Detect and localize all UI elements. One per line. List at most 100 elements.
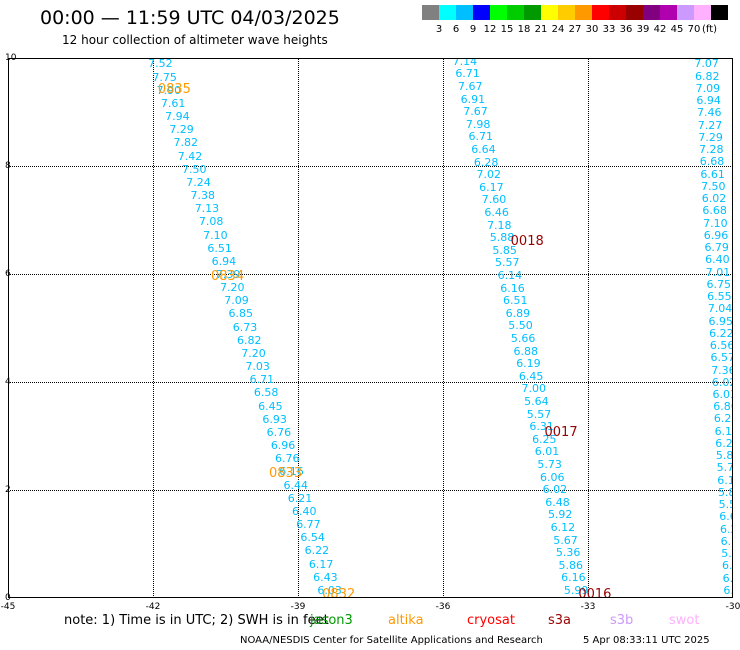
- gridline-vertical: [298, 58, 299, 598]
- wave-height-value: 7.42: [177, 149, 203, 163]
- legend-swatch: [660, 5, 677, 20]
- legend-swatch: [694, 5, 711, 20]
- legend-label: 36: [619, 24, 633, 35]
- wave-height-value: 5.64: [524, 394, 549, 408]
- legend-swatch: [677, 5, 694, 20]
- legend-label: 30: [585, 24, 599, 35]
- wave-height-value: 6.14: [720, 534, 733, 548]
- wave-height-value: 6.44: [283, 478, 309, 492]
- pass-time-label: 0832: [322, 587, 356, 598]
- wave-height-value: 6.45: [258, 399, 283, 413]
- pass-time-label: 0017: [544, 425, 578, 441]
- wave-height-value: 7.67: [463, 105, 488, 119]
- footer-credit: NOAA/NESDIS Center for Satellite Applica…: [240, 635, 543, 646]
- satellite-label-s3a: s3a: [548, 613, 572, 628]
- page-subtitle: 12 hour collection of altimeter wave hei…: [62, 33, 328, 47]
- wave-height-value: 6.10: [717, 473, 733, 487]
- wave-height-value: 6.12: [550, 520, 576, 534]
- legend-swatch: [609, 5, 626, 20]
- wave-height-value: 7.46: [697, 106, 722, 120]
- wave-height-value: 7.29: [698, 130, 723, 144]
- wave-height-value: 6.02: [542, 483, 568, 497]
- wave-height-value: 6.13: [714, 424, 733, 438]
- wave-height-value: 6.96: [703, 228, 729, 242]
- wave-height-value: 6.51: [502, 294, 528, 308]
- wave-height-value: 7.75: [152, 70, 177, 84]
- legend-label: 6: [452, 24, 460, 35]
- gridline-vertical: [153, 58, 154, 598]
- wave-height-value: 7.28: [699, 143, 724, 157]
- y-tick-label: 2: [5, 485, 11, 495]
- legend-label: 18: [517, 24, 531, 35]
- wave-height-value: 6.23: [715, 436, 733, 450]
- wave-height-value: 7.61: [160, 96, 186, 110]
- wave-height-value: 5.99: [563, 583, 589, 597]
- wave-height-value: 7.02: [476, 168, 501, 182]
- wave-height-value: 5.57: [495, 256, 520, 270]
- gridline-horizontal: [8, 166, 733, 167]
- legend-label: 9: [469, 24, 477, 35]
- wave-height-value: 5.86: [558, 558, 584, 572]
- wave-height-value: 7.94: [165, 110, 190, 124]
- legend-label: 39: [636, 24, 650, 35]
- wave-height-value: 6.88: [513, 344, 539, 358]
- wave-height-value: 7.50: [182, 162, 207, 176]
- legend-swatch: [473, 5, 490, 20]
- satellite-label-jason3: jason3: [310, 613, 353, 628]
- wave-height-value: 7.29: [169, 123, 194, 137]
- wave-height-value: 6.33: [721, 559, 733, 573]
- wave-height-value: 6.43: [313, 570, 338, 584]
- satellite-label-s3b: s3b: [610, 613, 634, 628]
- wave-height-value: 5.92: [547, 508, 573, 522]
- wave-height-value: 6.79: [704, 241, 729, 255]
- page-title: 00:00 — 11:59 UTC 04/03/2025: [40, 7, 340, 29]
- wave-height-value: 6.22: [719, 522, 733, 536]
- wave-height-value: 6.91: [460, 92, 486, 106]
- y-tick-label: 8: [5, 161, 11, 171]
- wave-height-value: 6.51: [207, 241, 232, 255]
- wave-height-value: 5.58: [718, 498, 733, 512]
- wave-height-value: 6.03: [317, 583, 342, 597]
- wave-height-value: 5.50: [508, 319, 533, 333]
- wave-height-value: 6.54: [300, 531, 325, 545]
- wave-height-value: 6.73: [232, 320, 258, 334]
- legend-swatch: [592, 5, 609, 20]
- map-plot-area[interactable]: 7.52 7.75 7.90 7.61 7.94 7.29 7.82 7.42 7.50 7.24…: [8, 58, 733, 598]
- wave-height-value: 7.09: [224, 294, 249, 308]
- wave-height-value: 6.19: [516, 357, 541, 371]
- wave-height-value: 6.95: [708, 314, 733, 328]
- wave-height-value: 6.82: [236, 333, 262, 347]
- wave-height-value: 7.14: [452, 58, 478, 68]
- color-legend: 3 6 9 12 15 18 21 24 27 30 33 36 39 42 45 70 (ft): [422, 5, 728, 37]
- wave-height-value: 5.66: [510, 331, 536, 345]
- wave-height-value: 6.02: [701, 192, 727, 206]
- legend-swatch: [456, 5, 473, 20]
- wave-height-value: 6.46: [484, 205, 509, 219]
- wave-height-value: 6.16: [500, 281, 525, 295]
- legend-label: 33: [602, 24, 616, 35]
- pass-time-label: 0018: [510, 233, 544, 249]
- wave-height-value: 5.82: [715, 449, 733, 463]
- wave-height-value: 6.60: [719, 510, 733, 524]
- wave-height-value: 6.71: [468, 130, 494, 144]
- wave-height-value: 6.48: [545, 495, 570, 509]
- wave-height-value: 7.98: [465, 117, 491, 131]
- wave-height-value: 7.00: [521, 382, 546, 396]
- wave-height-value: 7.20: [241, 346, 266, 360]
- wave-height-value: 6.40: [705, 253, 730, 267]
- satellite-label-swot: swot: [669, 613, 700, 628]
- wave-height-value: 6.14: [497, 268, 523, 282]
- x-tick-label: -42: [145, 602, 161, 612]
- wave-height-value: 7.90: [156, 83, 182, 97]
- legend-swatch: [490, 5, 507, 20]
- wave-height-value: 6.17: [479, 180, 504, 194]
- wave-height-value: 5.73: [537, 457, 562, 471]
- wave-height-value: 6.96: [270, 439, 296, 453]
- wave-height-value: 7.08: [198, 215, 224, 229]
- wave-height-value: 6.17: [308, 557, 334, 571]
- wave-height-value: 7.27: [697, 118, 723, 132]
- wave-height-value: 6.02: [711, 375, 733, 389]
- wave-height-value: 5.67: [553, 533, 578, 547]
- wave-height-value: 6.68: [702, 204, 727, 218]
- legend-swatch: [711, 5, 728, 20]
